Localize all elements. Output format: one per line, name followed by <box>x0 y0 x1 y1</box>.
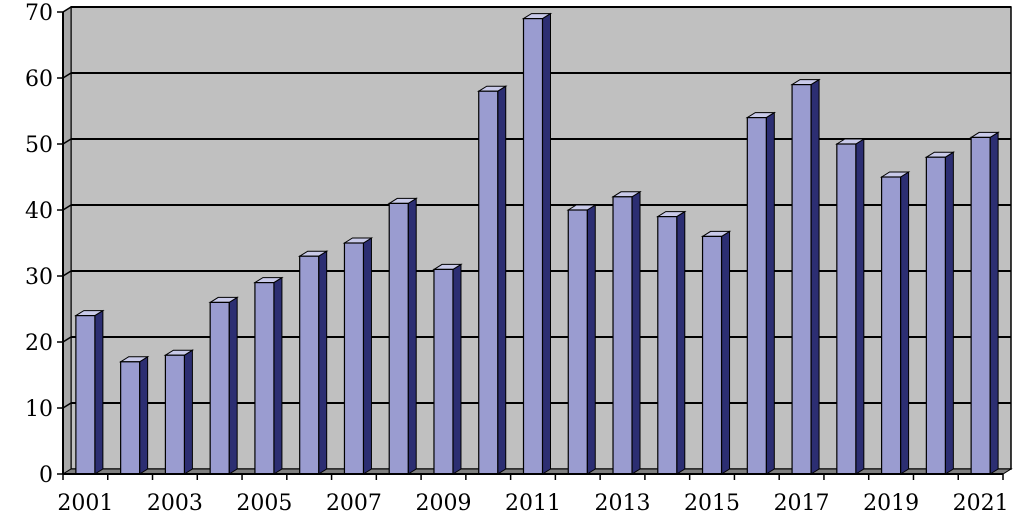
bar-2006 <box>297 250 329 475</box>
bar-side <box>273 276 283 475</box>
bar <box>746 116 767 475</box>
bar-side <box>765 111 775 475</box>
bar-side <box>721 230 731 475</box>
bar-side <box>676 210 686 475</box>
bar-2005 <box>253 276 284 475</box>
bar-2008 <box>387 197 418 475</box>
bar <box>791 83 812 475</box>
y-tick-label: 30 <box>25 265 53 290</box>
y-tick-labels: 0 10 20 30 40 50 60 70 <box>25 1 53 488</box>
y-tick-label: 0 <box>39 463 53 488</box>
bar-2013 <box>611 190 642 475</box>
bar <box>836 143 857 475</box>
gridline-side <box>62 402 72 409</box>
bar <box>299 255 320 475</box>
bar-2009 <box>432 263 463 475</box>
bar <box>567 209 588 475</box>
bar <box>522 18 544 475</box>
x-tick-label: 2009 <box>415 491 471 516</box>
gridline-side <box>62 6 72 13</box>
x-tick-labels: 2001 2003 2005 2007 2009 2011 2013 2015 2017 2019… <box>57 491 1008 516</box>
x-tick-label: 2005 <box>236 491 292 516</box>
gridline-side <box>62 138 72 145</box>
bar-side <box>586 204 596 475</box>
bar <box>120 361 141 475</box>
bar-side <box>183 349 193 475</box>
bar-2010 <box>476 85 508 475</box>
bar-2007 <box>342 237 374 475</box>
bar-side <box>362 237 372 475</box>
bar-side <box>900 171 910 475</box>
bar <box>612 196 633 475</box>
axes <box>57 11 1004 480</box>
bar-2018 <box>835 138 866 475</box>
x-tick-label: 2003 <box>147 491 203 516</box>
x-tick-label: 2015 <box>684 491 740 516</box>
gridline-side <box>62 72 72 79</box>
gridline-side <box>62 270 72 277</box>
bar <box>388 202 409 475</box>
bar-side <box>94 309 104 475</box>
bar <box>925 156 946 475</box>
bar-side <box>989 131 999 475</box>
bar <box>209 301 230 475</box>
gridline-side <box>62 336 72 343</box>
bar <box>343 242 365 475</box>
bar-2001 <box>74 309 105 475</box>
x-tick-label: 2007 <box>326 491 382 516</box>
bar-2004 <box>208 296 239 475</box>
bar-2015 <box>700 230 732 475</box>
bar-2011 <box>521 12 553 475</box>
bar-2002 <box>118 355 150 475</box>
bar <box>657 216 678 475</box>
x-tick-label: 2017 <box>774 491 830 516</box>
bar-side <box>855 138 865 475</box>
bar <box>75 315 96 475</box>
bar-side <box>631 190 641 475</box>
bar-2017 <box>790 78 821 475</box>
bar <box>433 268 454 475</box>
bar-side <box>497 85 507 475</box>
bar-2019 <box>879 171 911 475</box>
y-tick-label: 50 <box>25 133 53 158</box>
y-tick-label: 70 <box>25 1 53 26</box>
y-tick-label: 60 <box>25 67 53 92</box>
bar <box>478 90 499 475</box>
bar-side <box>318 250 328 475</box>
bars <box>74 12 1000 475</box>
x-tick-label: 2001 <box>57 491 113 516</box>
bar-2016 <box>745 111 777 475</box>
bar-side <box>228 296 238 475</box>
bar-side <box>944 151 954 475</box>
bar <box>880 176 902 475</box>
bar-side <box>542 12 551 475</box>
bar-2014 <box>656 210 687 475</box>
y-tick-label: 40 <box>25 199 53 224</box>
y-tick-label: 20 <box>25 331 53 356</box>
bar-side <box>452 263 462 475</box>
bar-2021 <box>969 131 1000 475</box>
bar-2003 <box>163 349 195 475</box>
bar-2020 <box>924 151 956 475</box>
bar-2012 <box>566 204 598 475</box>
x-tick-label: 2011 <box>505 491 561 516</box>
bar-side <box>810 78 820 475</box>
x-tick-label: 2021 <box>953 491 1009 516</box>
x-tick-label: 2013 <box>595 491 651 516</box>
x-tick-label: 2019 <box>863 491 919 516</box>
bar <box>701 235 723 475</box>
gridline-side <box>62 204 72 211</box>
bar <box>970 136 991 475</box>
bar <box>254 282 275 475</box>
bar <box>164 354 186 475</box>
bar-side <box>139 355 149 475</box>
bar-side <box>407 197 417 475</box>
y-tick-label: 10 <box>25 397 53 422</box>
